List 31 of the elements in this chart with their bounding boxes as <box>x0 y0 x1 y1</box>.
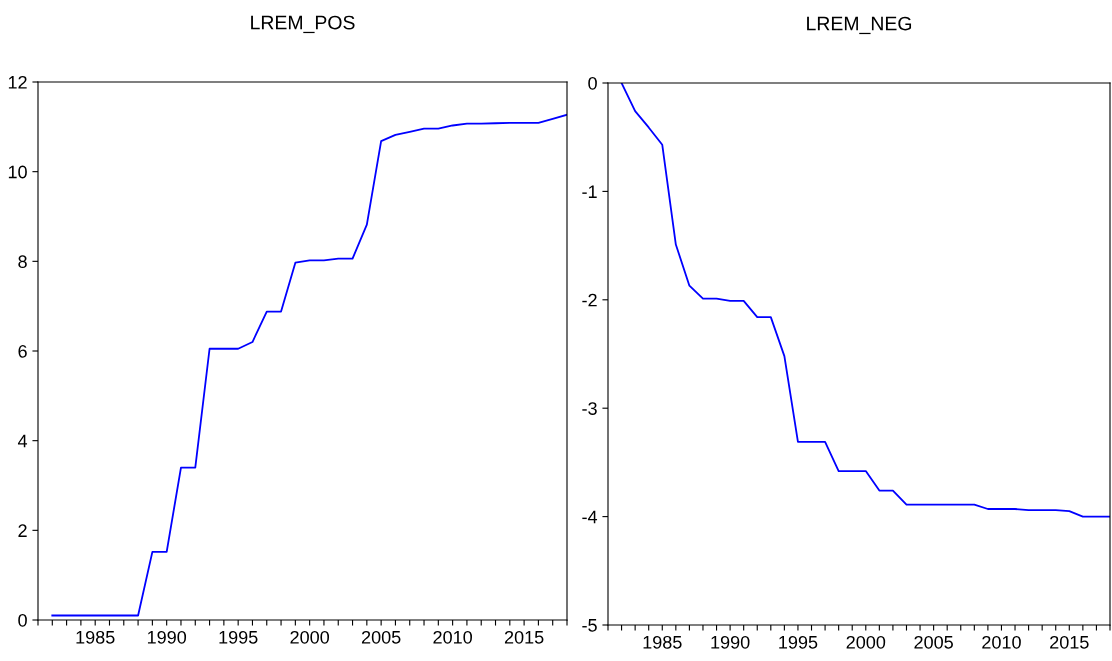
x-tick-label: 2005 <box>361 630 401 644</box>
x-tick-label: 2000 <box>290 630 330 644</box>
y-tick-label: 8 <box>18 255 27 269</box>
x-tick-label: 2000 <box>846 635 886 649</box>
x-tick-label: 1990 <box>711 635 750 649</box>
x-tick-label: 1985 <box>643 635 682 649</box>
y-tick-label: 6 <box>18 344 27 358</box>
x-tick-label: 1995 <box>219 630 258 644</box>
y-tick-label: -1 <box>582 185 597 198</box>
x-tick-label: 1995 <box>779 635 818 649</box>
x-tick-label: 2015 <box>504 630 544 644</box>
y-tick-label: -3 <box>582 402 597 415</box>
y-tick-label: 12 <box>8 75 27 89</box>
x-tick-label: 1985 <box>76 630 115 644</box>
y-tick-label: -4 <box>582 510 598 524</box>
y-tick-label: 2 <box>18 524 27 537</box>
y-tick-label: 4 <box>17 434 28 448</box>
x-tick-label: 2010 <box>433 630 472 644</box>
line-series <box>620 83 1110 518</box>
x-tick-label: 1990 <box>147 630 187 644</box>
x-tick-label: 2005 <box>914 635 953 649</box>
chart-title: LREM_NEG <box>807 16 912 35</box>
x-tick-label: 2010 <box>982 635 1021 649</box>
chart-title: LREM_POS <box>251 15 355 34</box>
y-tick-label: -5 <box>582 619 597 632</box>
line-series <box>51 113 567 617</box>
y-tick-label: -2 <box>582 293 597 307</box>
y-tick-label: 10 <box>8 165 27 179</box>
y-tick-label: 0 <box>18 613 27 627</box>
y-tick-label: 0 <box>588 76 597 90</box>
x-tick-label: 2015 <box>1050 635 1089 649</box>
